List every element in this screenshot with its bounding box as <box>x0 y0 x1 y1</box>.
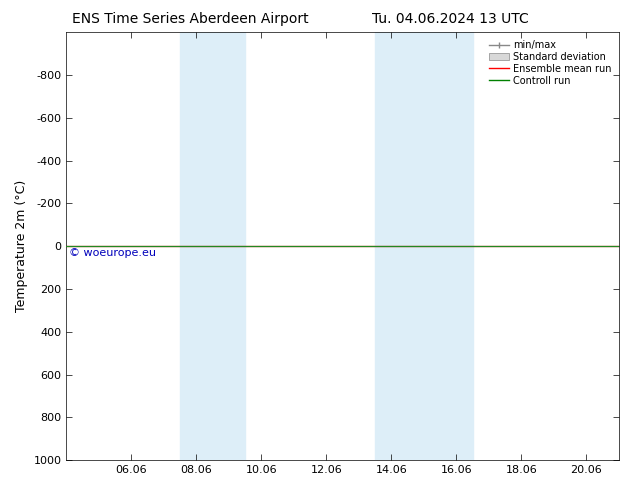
Bar <box>375 32 473 460</box>
Text: ENS Time Series Aberdeen Airport: ENS Time Series Aberdeen Airport <box>72 12 309 26</box>
Text: © woeurope.eu: © woeurope.eu <box>69 248 156 258</box>
Legend: min/max, Standard deviation, Ensemble mean run, Controll run: min/max, Standard deviation, Ensemble me… <box>486 37 614 89</box>
Y-axis label: Temperature 2m (°C): Temperature 2m (°C) <box>15 180 28 312</box>
Text: Tu. 04.06.2024 13 UTC: Tu. 04.06.2024 13 UTC <box>372 12 529 26</box>
Bar <box>180 32 245 460</box>
